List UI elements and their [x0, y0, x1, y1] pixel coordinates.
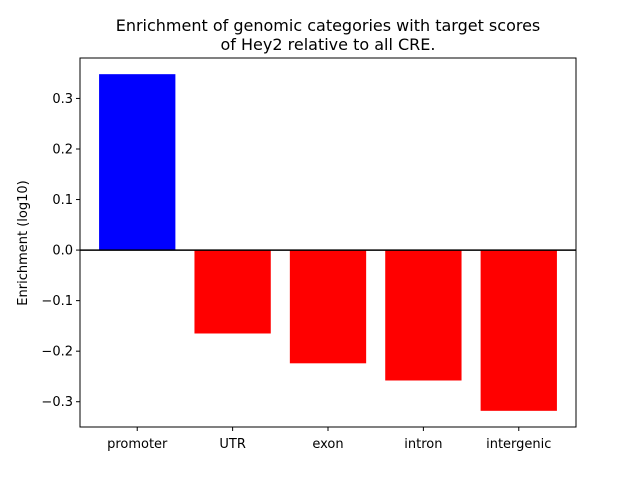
x-tick-label-intergenic: intergenic: [486, 437, 551, 452]
y-tick-label: 0.2: [52, 142, 73, 157]
y-axis-label: Enrichment (log10): [16, 180, 31, 305]
y-tick-label: −0.2: [41, 345, 73, 360]
y-tick-label: −0.3: [41, 395, 73, 410]
bar-intron: [385, 250, 462, 381]
y-axis: −0.3 −0.2 −0.1 0.0 0.1 0.2 0.3: [41, 92, 80, 410]
bar-UTR: [194, 250, 271, 334]
bars-layer: [80, 74, 576, 411]
x-tick-label-intron: intron: [404, 437, 442, 452]
x-tick-label-promoter: promoter: [107, 437, 168, 452]
x-tick-label-exon: exon: [312, 437, 343, 452]
chart-title-line-1: Enrichment of genomic categories with ta…: [116, 16, 541, 35]
bar-intergenic: [480, 250, 557, 411]
x-axis: promoter UTR exon intron intergenic: [107, 427, 551, 452]
y-tick-label: 0.0: [52, 244, 73, 259]
y-tick-label: −0.1: [41, 294, 73, 309]
y-tick-label: 0.1: [52, 193, 73, 208]
y-tick-label: 0.3: [52, 92, 73, 107]
x-tick-label-UTR: UTR: [219, 437, 246, 452]
chart-title-line-2: of Hey2 relative to all CRE.: [221, 35, 436, 54]
bar-exon: [289, 250, 367, 364]
plot-frame: [79, 57, 577, 428]
bar-promoter: [99, 74, 176, 251]
